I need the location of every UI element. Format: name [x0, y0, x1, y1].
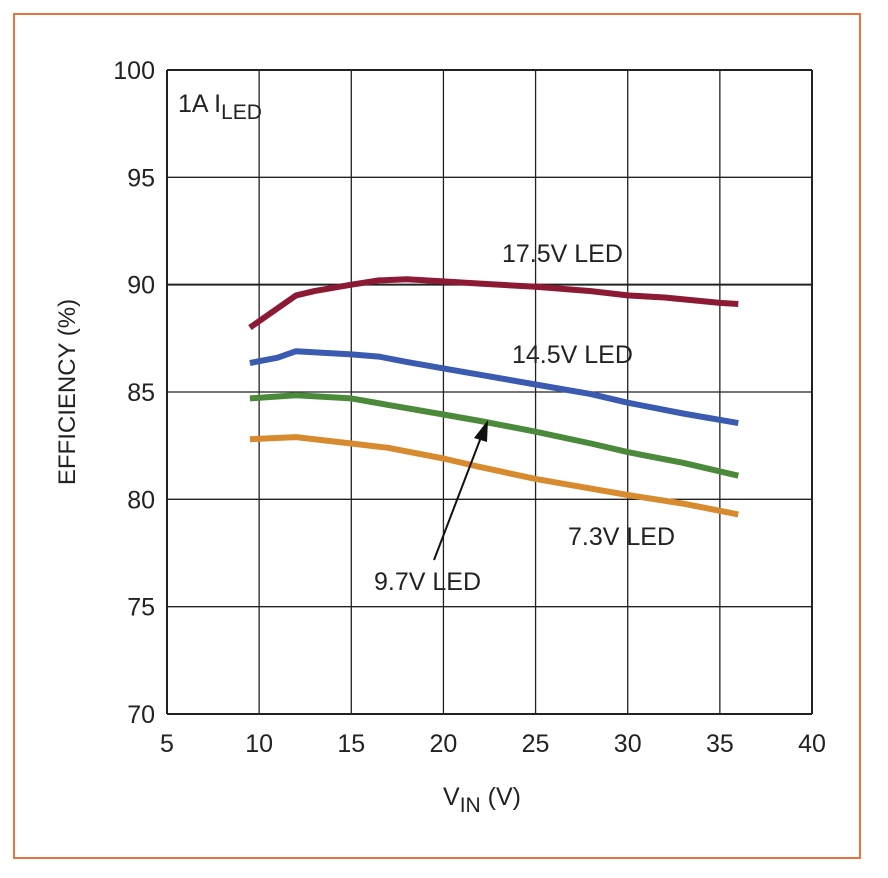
- label-7-3v: 7.3V LED: [568, 523, 675, 551]
- y-tick-label: 80: [127, 486, 155, 514]
- y-axis-label: EFFICIENCY (%): [54, 299, 81, 485]
- x-tick-label: 10: [245, 730, 273, 758]
- series-line-14-5v-led: [249, 348, 739, 427]
- y-tick-label: 100: [113, 57, 155, 85]
- series-line-7-3v-led: [249, 434, 739, 518]
- x-tick-label: 30: [614, 730, 642, 758]
- x-tick-label: 40: [798, 730, 826, 758]
- y-tick-label: 90: [127, 272, 155, 300]
- x-tick-label: 35: [706, 730, 734, 758]
- x-tick-label: 20: [430, 730, 458, 758]
- y-tick-label: 85: [127, 379, 155, 407]
- tick-labels: 5 10 15 20 25 30 35 40 70 75 80 85 90 95 100: [113, 57, 826, 758]
- chart-frame: [13, 13, 861, 859]
- x-axis-label: VIN (V): [443, 783, 521, 817]
- y-tick-label: 70: [127, 701, 155, 729]
- label-9-7v: 9.7V LED: [374, 568, 481, 596]
- grid: [166, 69, 813, 715]
- y-tick-label: 75: [127, 594, 155, 622]
- series-line-17-5v-led: [248, 276, 739, 331]
- series-line-9-7v-led: [249, 392, 739, 479]
- arrow-9-7v: [433, 420, 488, 561]
- label-14-5v: 14.5V LED: [512, 341, 633, 369]
- x-tick-label: 5: [160, 730, 174, 758]
- y-tick-label: 95: [127, 164, 155, 192]
- x-tick-label: 15: [337, 730, 365, 758]
- label-17-5v: 17.5V LED: [502, 240, 623, 268]
- x-tick-label: 25: [522, 730, 550, 758]
- annotation-current: 1A ILED: [178, 90, 262, 124]
- series-lines: [248, 276, 739, 518]
